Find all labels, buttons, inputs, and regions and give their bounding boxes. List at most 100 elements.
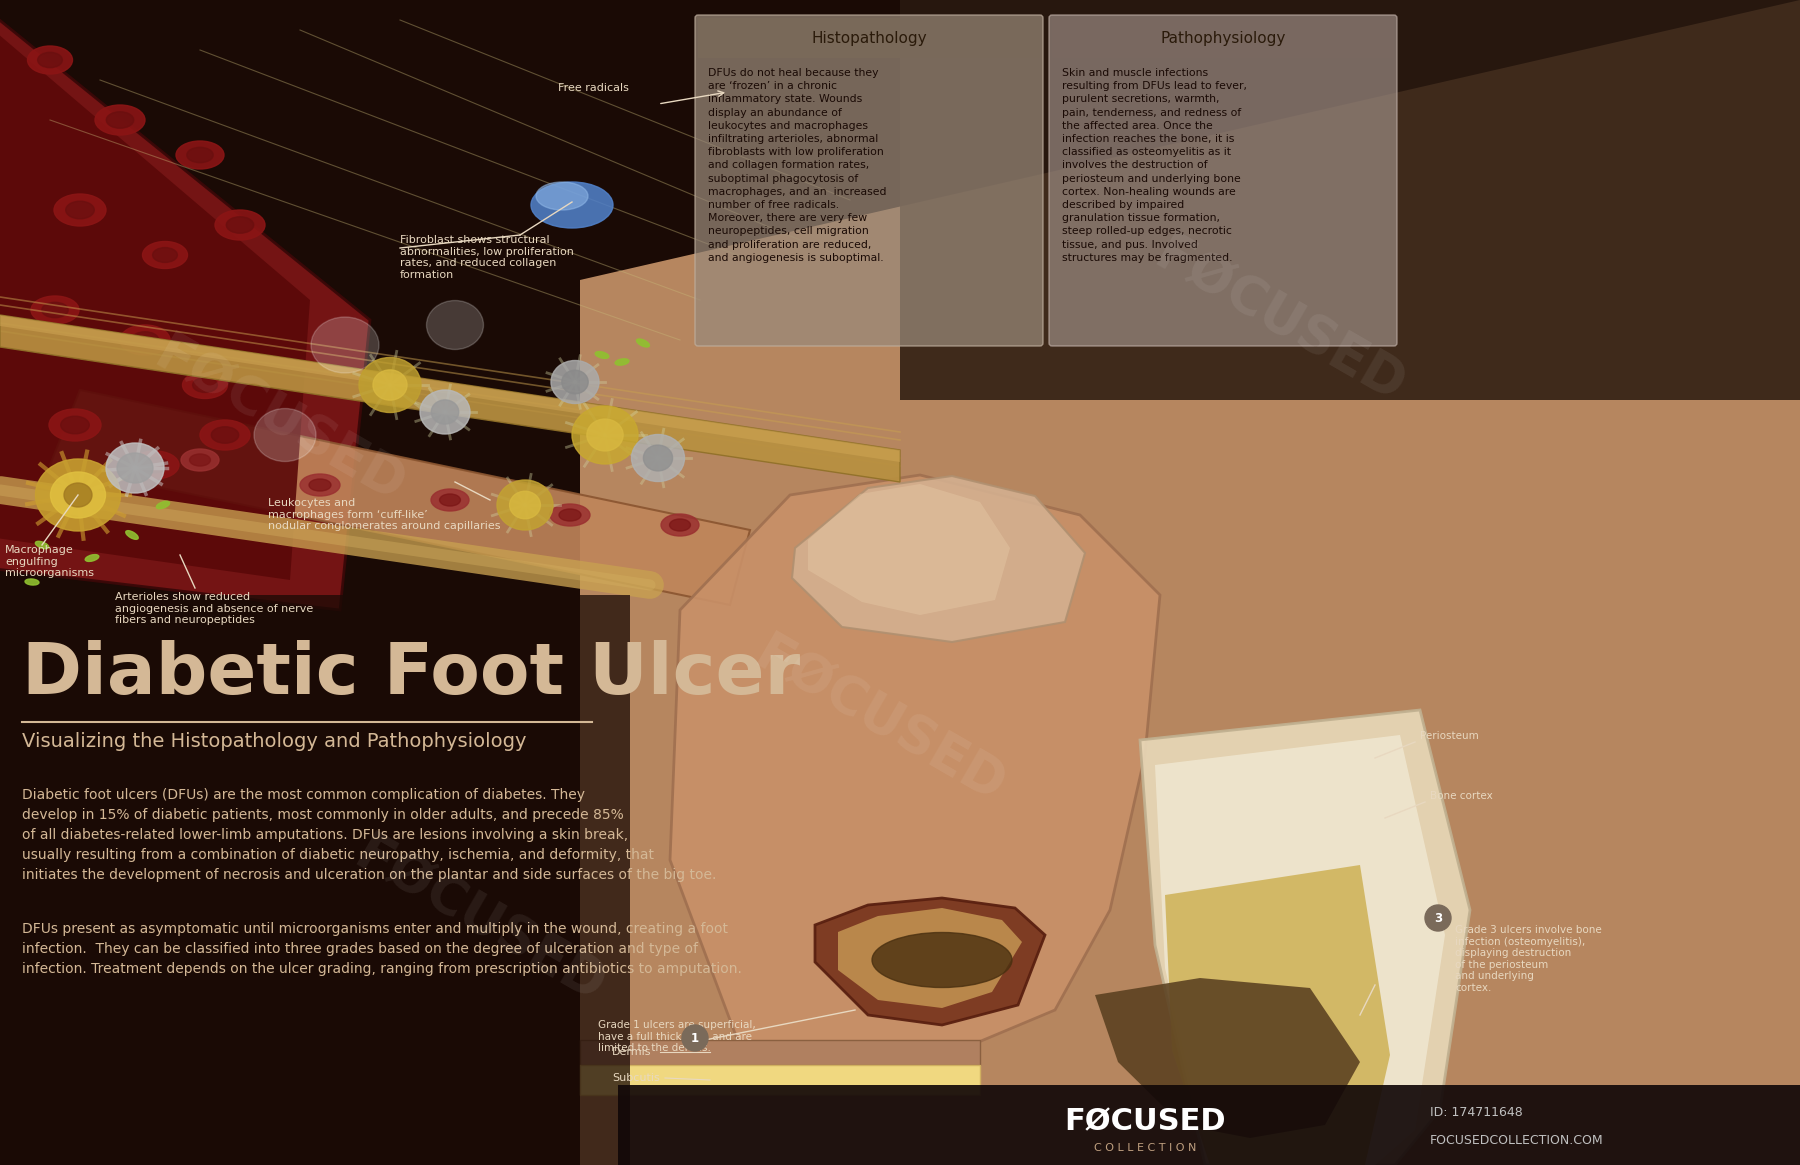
Text: Grade 3 ulcers involve bone
infection (osteomyelitis),
displaying destruction
of: Grade 3 ulcers involve bone infection (o… <box>1454 925 1602 993</box>
Text: FØCUSED: FØCUSED <box>346 827 614 1012</box>
Polygon shape <box>580 1040 979 1065</box>
Text: DFUs present as asymptomatic until microorganisms enter and multiply in the woun: DFUs present as asymptomatic until micro… <box>22 922 742 976</box>
Polygon shape <box>900 0 1800 400</box>
Ellipse shape <box>531 182 614 228</box>
Ellipse shape <box>106 443 164 493</box>
FancyBboxPatch shape <box>1049 15 1397 346</box>
Ellipse shape <box>560 509 581 521</box>
Polygon shape <box>1156 735 1445 1165</box>
Ellipse shape <box>117 453 153 483</box>
Ellipse shape <box>301 474 340 496</box>
Text: FØCUSED: FØCUSED <box>1064 1108 1226 1137</box>
Text: C O L L E C T I O N: C O L L E C T I O N <box>1094 1143 1197 1153</box>
Text: Bone cortex: Bone cortex <box>1429 791 1492 802</box>
Polygon shape <box>1165 864 1390 1165</box>
Text: Histopathology: Histopathology <box>812 30 927 45</box>
Ellipse shape <box>439 494 461 506</box>
Text: Visualizing the Histopathology and Pathophysiology: Visualizing the Histopathology and Patho… <box>22 732 526 751</box>
Polygon shape <box>0 315 900 463</box>
Ellipse shape <box>670 518 691 531</box>
Ellipse shape <box>871 932 1012 988</box>
Polygon shape <box>50 390 751 605</box>
Ellipse shape <box>200 421 250 450</box>
Polygon shape <box>670 475 1159 1075</box>
Ellipse shape <box>632 435 684 481</box>
Text: FØCUSED: FØCUSED <box>745 628 1015 813</box>
Ellipse shape <box>637 339 650 347</box>
Ellipse shape <box>41 302 68 318</box>
Circle shape <box>1426 905 1451 931</box>
Text: FØCUSED: FØCUSED <box>146 327 414 513</box>
Ellipse shape <box>95 105 146 135</box>
Text: Fibroblast shows structural
abnormalities, low proliferation
rates, and reduced : Fibroblast shows structural abnormalitie… <box>400 235 574 280</box>
Ellipse shape <box>193 377 218 393</box>
Text: Subcutis: Subcutis <box>612 1073 661 1083</box>
Polygon shape <box>0 0 371 610</box>
Text: Diabetic foot ulcers (DFUs) are the most common complication of diabetes. They
d: Diabetic foot ulcers (DFUs) are the most… <box>22 788 716 882</box>
Ellipse shape <box>596 352 608 359</box>
Ellipse shape <box>509 492 540 518</box>
Ellipse shape <box>551 360 599 403</box>
Ellipse shape <box>157 501 169 509</box>
Ellipse shape <box>106 112 133 128</box>
Ellipse shape <box>36 459 121 531</box>
Ellipse shape <box>562 370 589 394</box>
Ellipse shape <box>358 358 421 412</box>
Ellipse shape <box>153 248 178 262</box>
Ellipse shape <box>572 405 637 464</box>
Polygon shape <box>0 10 310 580</box>
Text: Pathophysiology: Pathophysiology <box>1161 30 1285 45</box>
Text: Dermis: Dermis <box>612 1047 652 1057</box>
Ellipse shape <box>121 325 169 355</box>
Ellipse shape <box>50 472 106 518</box>
Ellipse shape <box>187 147 212 163</box>
Ellipse shape <box>27 45 72 75</box>
Ellipse shape <box>182 372 227 398</box>
Ellipse shape <box>131 332 158 348</box>
Ellipse shape <box>430 489 470 511</box>
Text: FØCUSED: FØCUSED <box>1145 227 1415 412</box>
Text: Diabetic Foot Ulcer: Diabetic Foot Ulcer <box>22 640 801 709</box>
Ellipse shape <box>131 451 178 479</box>
Bar <box>698 17 1040 58</box>
Bar <box>617 1085 1800 1165</box>
Ellipse shape <box>254 409 317 461</box>
Ellipse shape <box>419 390 470 435</box>
Ellipse shape <box>67 202 94 219</box>
Ellipse shape <box>497 480 553 530</box>
Ellipse shape <box>427 301 484 350</box>
Ellipse shape <box>214 210 265 240</box>
Polygon shape <box>839 908 1022 1008</box>
Ellipse shape <box>54 195 106 226</box>
Bar <box>0 595 630 1165</box>
Ellipse shape <box>310 479 331 492</box>
Ellipse shape <box>85 555 99 562</box>
Ellipse shape <box>182 449 220 471</box>
Polygon shape <box>808 483 1010 615</box>
Polygon shape <box>0 315 900 482</box>
Ellipse shape <box>432 400 459 424</box>
Text: DFUs do not heal because they
are ‘frozen’ in a chronic
inflammatory state. Woun: DFUs do not heal because they are ‘froze… <box>707 68 886 263</box>
Text: Skin and muscle infections
resulting from DFUs lead to fever,
purulent secretion: Skin and muscle infections resulting fro… <box>1062 68 1247 263</box>
Ellipse shape <box>311 317 380 373</box>
Ellipse shape <box>189 454 211 466</box>
Ellipse shape <box>25 579 40 585</box>
Ellipse shape <box>142 458 167 473</box>
Ellipse shape <box>643 445 673 471</box>
Ellipse shape <box>31 296 79 324</box>
Ellipse shape <box>536 182 589 210</box>
Ellipse shape <box>661 514 698 536</box>
Ellipse shape <box>49 409 101 442</box>
Text: 3: 3 <box>1435 911 1442 925</box>
Ellipse shape <box>38 52 63 68</box>
Ellipse shape <box>65 483 92 507</box>
Text: 1: 1 <box>691 1031 698 1045</box>
Text: Periosteum: Periosteum <box>1420 730 1480 741</box>
Text: ID: 174711648: ID: 174711648 <box>1429 1106 1523 1118</box>
Ellipse shape <box>551 504 590 527</box>
Text: Leukocytes and
macrophages form ‘cuff-like’
nodular conglomerates around capilla: Leukocytes and macrophages form ‘cuff-li… <box>268 497 500 531</box>
Ellipse shape <box>126 530 139 539</box>
Polygon shape <box>792 476 1085 642</box>
Polygon shape <box>580 1065 979 1095</box>
Polygon shape <box>815 898 1046 1025</box>
